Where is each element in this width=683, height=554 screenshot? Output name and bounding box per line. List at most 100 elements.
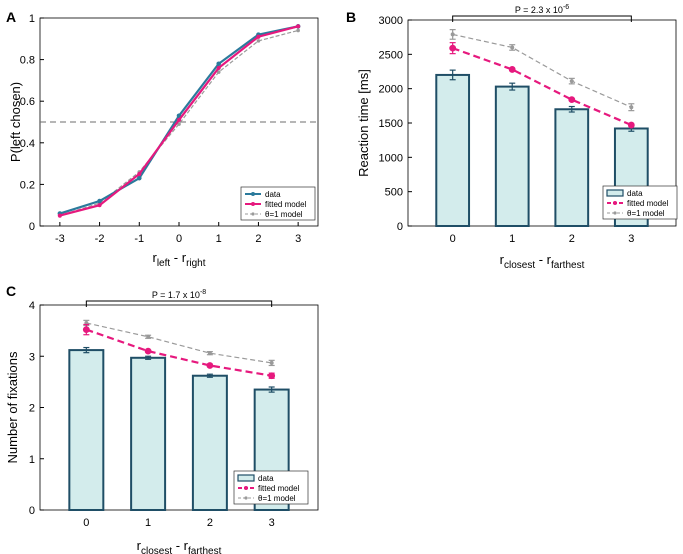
legend-theta-marker <box>251 212 255 216</box>
x-axis-label-main: r <box>152 250 157 265</box>
data-error-bar <box>268 386 275 393</box>
x-tick-label: 2 <box>255 233 261 245</box>
legend-entry-label: θ=1 model <box>265 210 303 219</box>
data-bar <box>435 73 471 227</box>
theta1-model-line <box>452 33 632 108</box>
x-axis-label-mid: - r <box>172 538 189 553</box>
y-axis-label: Reaction time [ms] <box>356 69 371 177</box>
x-axis-label: rclosest - rfarthest <box>500 252 585 271</box>
fitted-model-point <box>144 347 152 355</box>
theta1-model-point <box>629 105 634 110</box>
y-tick-label: 1500 <box>379 118 403 130</box>
significance-label: P = 2.3 x 10-6 <box>515 4 569 15</box>
data-error-bar <box>509 82 516 91</box>
x-tick-label: 3 <box>295 233 301 245</box>
fitted-model-point <box>97 203 102 208</box>
x-axis-label-sub: closest <box>141 546 172 554</box>
fitted-model-point <box>137 171 142 177</box>
data-error-bar <box>449 69 456 81</box>
legend-fitted-marker <box>613 201 617 205</box>
fitted-model-point <box>206 362 214 369</box>
x-axis-label-sub: farthest <box>551 260 585 271</box>
x-tick-label: 3 <box>269 517 275 529</box>
x-axis-label-main: r <box>137 538 142 553</box>
legend-data-swatch <box>606 189 624 197</box>
legend-entry-label: fitted model <box>258 484 300 493</box>
legend-entry-label: fitted model <box>265 200 307 209</box>
data-bar <box>68 349 105 511</box>
x-axis-label-sub: right <box>186 258 206 269</box>
theta1-model-point <box>256 39 261 43</box>
legend-entry-label: data <box>265 190 281 199</box>
theta1-model-point <box>207 351 212 356</box>
legend-entry-label: data <box>258 474 274 483</box>
legend-data-marker <box>251 192 255 196</box>
y-tick-label: 2 <box>29 403 35 415</box>
x-tick-label: 0 <box>83 517 89 529</box>
y-tick-label: 0.4 <box>20 138 35 150</box>
legend-data-swatch <box>237 474 255 482</box>
panel-b: 0 500 1000 1500 2000 2500 3000 0 1 2 3 Reaction tim… <box>356 4 678 271</box>
fitted-model-point <box>449 44 457 52</box>
theta1-model-point <box>510 45 515 50</box>
legend-theta-marker <box>244 496 248 500</box>
fitted-model-line <box>85 328 272 377</box>
data-error-bar <box>145 355 152 360</box>
significance-base: P = 1.7 x 10 <box>152 290 200 300</box>
theta1-model-point <box>296 28 300 33</box>
theta1-model-point <box>146 334 151 339</box>
y-tick-label: 4 <box>29 300 35 312</box>
x-tick-label: 0 <box>176 233 182 245</box>
fitted-model-point <box>216 65 221 71</box>
x-axis-label-mid: - r <box>535 252 552 267</box>
legend-entry-label: fitted model <box>627 199 669 208</box>
y-tick-label: 1000 <box>379 152 403 164</box>
legend-entry-label: θ=1 model <box>627 209 665 218</box>
fitted-model-point <box>176 117 182 123</box>
fitted-model-point <box>296 24 301 29</box>
fitted-model-point <box>57 213 62 218</box>
y-tick-label: 0.2 <box>20 179 35 191</box>
x-tick-label: -1 <box>134 233 144 245</box>
fitted-model-point <box>256 34 261 39</box>
y-tick-label: 2000 <box>379 84 403 96</box>
legend-entry-label: data <box>627 189 643 198</box>
y-tick-label: 0.8 <box>20 55 35 67</box>
x-tick-label: 1 <box>145 517 151 529</box>
data-point <box>216 61 222 67</box>
x-axis-label-sub: farthest <box>188 546 222 554</box>
theta1-model-point <box>216 70 221 74</box>
y-tick-label: 3000 <box>379 15 403 27</box>
y-tick-label: 3 <box>29 351 35 363</box>
fitted-model-point <box>268 372 276 380</box>
significance-bracket: P = 2.3 x 10-6 <box>452 4 632 22</box>
y-tick-label: 2500 <box>379 49 403 61</box>
x-axis-label-sub: closest <box>504 260 535 271</box>
theta1-model-point <box>177 122 181 126</box>
legend-theta-marker <box>613 211 617 215</box>
significance-label: P = 1.7 x 10-8 <box>152 289 206 300</box>
panel-label-c: C <box>6 283 16 299</box>
y-tick-label: 0 <box>397 221 403 233</box>
y-tick-label: 0 <box>29 221 35 233</box>
data-point <box>136 175 142 181</box>
legend-fitted-marker <box>251 202 255 206</box>
significance-base: P = 2.3 x 10 <box>515 5 563 15</box>
x-tick-label: -2 <box>95 233 105 245</box>
y-tick-label: 500 <box>385 187 403 199</box>
data-point <box>97 198 102 204</box>
y-axis-label: Number of fixations <box>5 351 20 463</box>
data-error-bar <box>568 105 575 113</box>
y-tick-label: 1 <box>29 13 35 25</box>
y-axis-label: P(left chosen) <box>8 82 23 162</box>
theta1-model-point <box>450 32 455 37</box>
fitted-model-point <box>82 326 90 333</box>
x-tick-label: 2 <box>207 517 213 529</box>
data-error-bar <box>206 373 213 378</box>
x-axis-label: rclosest - rfarthest <box>137 538 222 554</box>
